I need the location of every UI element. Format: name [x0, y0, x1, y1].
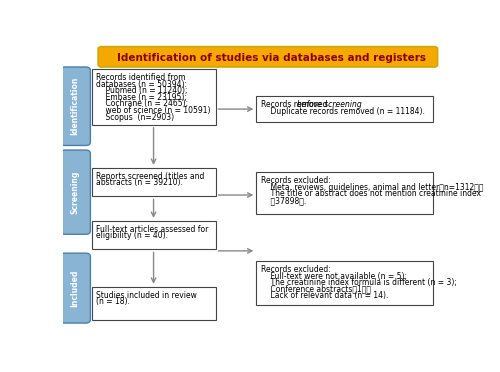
Text: :: : — [333, 100, 336, 109]
Text: eligibility (n = 40).: eligibility (n = 40). — [96, 231, 168, 240]
Text: Reports screened (titles and: Reports screened (titles and — [96, 172, 204, 181]
Text: Records excluded:: Records excluded: — [261, 176, 330, 185]
Text: (n = 18).: (n = 18). — [96, 297, 130, 306]
Text: Duplicate records removed (n = 11184).: Duplicate records removed (n = 11184). — [261, 107, 425, 116]
FancyBboxPatch shape — [256, 261, 432, 305]
FancyBboxPatch shape — [92, 69, 216, 125]
Text: web of science (n = 10591): web of science (n = 10591) — [96, 106, 210, 115]
Text: Conference abstracts（1）；: Conference abstracts（1）； — [261, 285, 371, 294]
FancyBboxPatch shape — [92, 287, 216, 320]
Text: Studies included in review: Studies included in review — [96, 291, 197, 300]
FancyBboxPatch shape — [60, 150, 90, 234]
FancyBboxPatch shape — [92, 168, 216, 196]
Text: Records excluded:: Records excluded: — [261, 265, 330, 274]
FancyBboxPatch shape — [60, 67, 90, 145]
Text: The title or abstract does not mention creatinine index: The title or abstract does not mention c… — [261, 189, 481, 198]
FancyBboxPatch shape — [60, 253, 90, 323]
Text: Lack of relevant data (n = 14).: Lack of relevant data (n = 14). — [261, 291, 388, 300]
FancyBboxPatch shape — [98, 46, 438, 67]
Text: The creatinine index formula is different (n = 3);: The creatinine index formula is differen… — [261, 278, 457, 287]
Text: Records removed: Records removed — [261, 100, 330, 109]
Text: Cochrane (n = 2465);: Cochrane (n = 2465); — [96, 99, 188, 108]
Text: Included: Included — [70, 269, 80, 307]
FancyBboxPatch shape — [92, 221, 216, 250]
Text: Scopus  (n=2903): Scopus (n=2903) — [96, 112, 174, 122]
Text: databases (n = 50394):: databases (n = 50394): — [96, 80, 187, 89]
Text: Full-text were not available (n = 5);: Full-text were not available (n = 5); — [261, 272, 407, 280]
FancyBboxPatch shape — [256, 172, 432, 214]
FancyBboxPatch shape — [256, 96, 432, 122]
Text: Meta, reviews, guidelines, animal and letter（n=1312）；: Meta, reviews, guidelines, animal and le… — [261, 183, 484, 192]
Text: Embase (n = 23195);: Embase (n = 23195); — [96, 93, 187, 102]
Text: （37898）.: （37898）. — [261, 196, 306, 205]
Text: Records identified from: Records identified from — [96, 73, 186, 82]
Text: Identification of studies via databases and registers: Identification of studies via databases … — [117, 52, 426, 62]
Text: Pubmed (n = 11240);: Pubmed (n = 11240); — [96, 86, 188, 95]
Text: Screening: Screening — [70, 170, 80, 214]
Text: before screening: before screening — [297, 100, 362, 109]
Text: Full-text articles assessed for: Full-text articles assessed for — [96, 225, 208, 234]
Text: Identification: Identification — [70, 77, 80, 135]
Text: abstracts (n = 39210).: abstracts (n = 39210). — [96, 179, 183, 187]
